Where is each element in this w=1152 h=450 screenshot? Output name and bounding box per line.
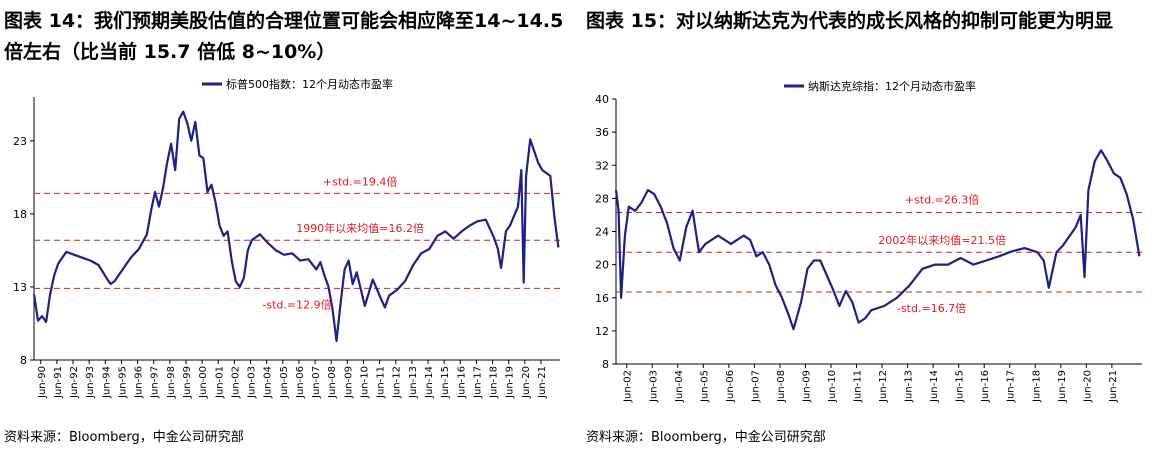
- x-tick-label: Jun-09: [343, 366, 354, 399]
- x-tick-label: Jun-20: [521, 366, 532, 399]
- x-tick-label: Jun-04: [263, 366, 274, 399]
- x-tick-label: Jun-99: [182, 366, 193, 399]
- x-tick-label: Jun-21: [1108, 370, 1119, 403]
- pe-chart-sp500: 8 13 18 23 Jun-90 Jun-91 Jun-92 Jun-93 Jun-94 Jun…: [13, 77, 560, 399]
- x-tick-label: Jun-03: [648, 370, 659, 403]
- y-tick-label: 8: [602, 358, 609, 371]
- x-tick-label: Jun-03: [247, 366, 258, 399]
- x-tick-label: Jun-20: [1082, 370, 1093, 403]
- figure-title: 图表 14：我们预期美股估值的合理位置可能会相应降至14~14.5 倍左右（比当…: [4, 10, 564, 63]
- x-tick-label: Jun-18: [489, 366, 500, 399]
- x-tick-label: Jun-09: [801, 370, 812, 403]
- x-tick-label: Jun-21: [537, 366, 548, 399]
- x-tick-label: Jun-16: [980, 370, 991, 403]
- x-tick-label: Jun-19: [505, 366, 516, 399]
- x-tick-label: Jun-11: [853, 370, 864, 403]
- series-line: [32, 110, 560, 343]
- x-tick-label: Jun-10: [359, 366, 370, 399]
- y-tick-label: 8: [20, 354, 27, 367]
- x-tick-label: Jun-94: [101, 366, 112, 399]
- x-tick-label: Jun-18: [1031, 370, 1042, 403]
- x-tick-label: Jun-92: [69, 366, 80, 399]
- x-tick-label: Jun-15: [440, 366, 451, 399]
- legend-label: 标普500指数：12个月动态市盈率: [226, 77, 393, 91]
- x-tick-label: Jun-93: [85, 366, 96, 399]
- x-tick-label: Jun-08: [776, 370, 787, 403]
- x-tick-label: Jun-14: [424, 366, 435, 399]
- x-tick-label: Jun-14: [929, 370, 940, 403]
- x-tick-label: Jun-05: [699, 370, 710, 403]
- x-tick-label: Jun-16: [456, 366, 467, 399]
- y-tick-label: 36: [595, 126, 609, 139]
- x-tick-label: Jun-02: [230, 366, 241, 399]
- x-tick-label: Jun-06: [295, 366, 306, 399]
- x-tick-label: Jun-04: [674, 370, 685, 403]
- x-tick-label: Jun-95: [117, 366, 128, 399]
- x-tick-label: Jun-90: [37, 366, 48, 399]
- x-tick-label: Jun-07: [311, 366, 322, 399]
- x-tick-label: Jun-00: [198, 366, 209, 399]
- x-tick-label: Jun-07: [750, 370, 761, 403]
- reference-line-label: 1990年以来均值=16.2倍: [296, 221, 424, 235]
- x-tick-label: Jun-01: [214, 366, 225, 399]
- x-tick-label: Jun-17: [1006, 370, 1017, 403]
- figure-title: 图表 15：对以纳斯达克为代表的成长风格的抑制可能更为明显: [586, 10, 1114, 32]
- x-tick-label: Jun-08: [327, 366, 338, 399]
- reference-line-label: +std.=26.3倍: [905, 192, 979, 206]
- x-tick-label: Jun-98: [166, 366, 177, 399]
- figure-14: 图表 14：我们预期美股估值的合理位置可能会相应降至14~14.5 倍左右（比当…: [4, 10, 564, 445]
- x-tick-label: Jun-13: [408, 366, 419, 399]
- y-tick-label: 28: [595, 192, 609, 205]
- x-tick-label: Jun-12: [878, 370, 889, 403]
- reference-line-label: +std.=19.4倍: [323, 174, 397, 188]
- reference-line-label: -std.=16.7倍: [897, 301, 966, 315]
- y-tick-label: 18: [13, 208, 27, 221]
- y-tick-label: 32: [595, 159, 609, 172]
- source-note: 资料来源：Bloomberg，中金公司研究部: [4, 430, 244, 445]
- x-tick-label: Jun-15: [955, 370, 966, 403]
- y-tick-label: 40: [595, 93, 609, 106]
- pe-chart-nasdaq: 8 12 16 20 24 28 32 36 40 Jun-02 Jun-03 Jun-04 Jun-0…: [595, 79, 1142, 403]
- reference-line-label: -std.=12.9倍: [262, 297, 331, 311]
- x-tick-label: Jun-05: [279, 366, 290, 399]
- y-tick-label: 13: [13, 281, 27, 294]
- x-tick-label: Jun-97: [150, 366, 161, 399]
- x-tick-label: Jun-91: [53, 366, 64, 399]
- x-tick-label: Jun-02: [623, 370, 634, 403]
- y-tick-label: 12: [595, 325, 609, 338]
- x-tick-label: Jun-11: [376, 366, 387, 399]
- reference-line-label: 2002年以来均值=21.5倍: [878, 233, 1006, 247]
- figure-15: 图表 15：对以纳斯达克为代表的成长风格的抑制可能更为明显 8 12 16 20 24 2…: [576, 0, 1152, 450]
- series-line: [614, 149, 1141, 331]
- x-tick-label: Jun-12: [392, 366, 403, 399]
- x-tick-label: Jun-13: [904, 370, 915, 403]
- y-tick-label: 24: [595, 226, 609, 239]
- y-tick-label: 20: [595, 259, 609, 272]
- y-tick-label: 16: [595, 292, 609, 305]
- x-tick-label: Jun-19: [1057, 370, 1068, 403]
- x-tick-label: Jun-96: [134, 366, 145, 399]
- legend-label: 纳斯达克综指：12个月动态市盈率: [808, 79, 976, 93]
- x-tick-label: Jun-17: [472, 366, 483, 399]
- y-tick-label: 23: [13, 135, 27, 148]
- x-tick-label: Jun-06: [725, 370, 736, 403]
- x-tick-label: Jun-10: [827, 370, 838, 403]
- source-note: 资料来源：Bloomberg，中金公司研究部: [586, 430, 826, 445]
